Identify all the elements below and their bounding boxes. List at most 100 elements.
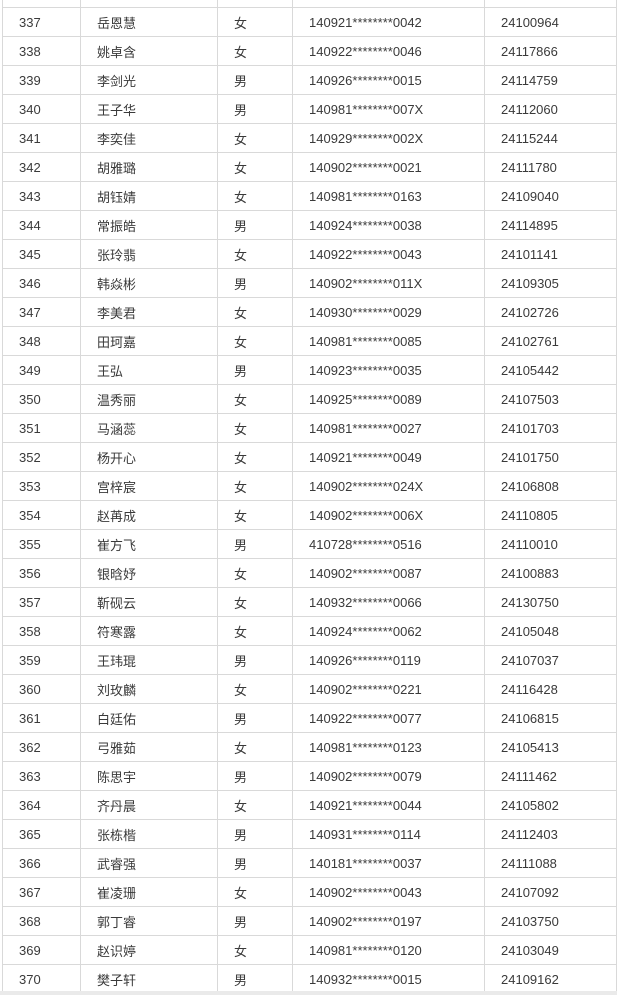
- exam-number-cell: 24116428: [484, 674, 617, 704]
- row-index-cell: 351: [2, 413, 81, 443]
- row-index-cell: 341: [2, 123, 81, 153]
- row-index-cell: 349: [2, 355, 81, 385]
- row-index-cell: 355: [2, 529, 81, 559]
- id-number-cell: 140921********0049: [292, 442, 485, 472]
- row-index-cell: 367: [2, 877, 81, 907]
- gender-cell: 女: [217, 587, 293, 617]
- gender-cell: 女: [217, 7, 293, 37]
- exam-number-cell: 24112060: [484, 94, 617, 124]
- exam-number-cell: 24100964: [484, 7, 617, 37]
- table-row: 369 赵识婷女 140981********0120 24103049: [2, 935, 617, 965]
- id-number-cell: 140902********0197: [292, 906, 485, 936]
- gender-cell: 女: [217, 877, 293, 907]
- id-number-cell: 140902********0043: [292, 877, 485, 907]
- exam-number-cell: 24107037: [484, 645, 617, 675]
- gender-cell: 女: [217, 384, 293, 414]
- name-cell: 张玲翡: [80, 239, 218, 269]
- id-number-cell: 140922********0046: [292, 36, 485, 66]
- id-number-cell: 140981********0163: [292, 181, 485, 211]
- row-index-cell: 353: [2, 471, 81, 501]
- table-row: 340 王子华男 140981********007X 24112060: [2, 94, 617, 124]
- id-number-cell: 140924********0062: [292, 616, 485, 646]
- exam-number-cell: 24102726: [484, 297, 617, 327]
- exam-number-cell: 24106815: [484, 703, 617, 733]
- id-number-cell: 140922********0043: [292, 239, 485, 269]
- row-index-cell: 363: [2, 761, 81, 791]
- exam-number-cell: 24111088: [484, 848, 617, 878]
- row-index-cell: 337: [2, 7, 81, 37]
- name-cell: 温秀丽: [80, 384, 218, 414]
- gender-cell: 女: [217, 442, 293, 472]
- id-number-cell: 140902********0087: [292, 558, 485, 588]
- exam-number-cell: 24109162: [484, 964, 617, 994]
- row-index-cell: 338: [2, 36, 81, 66]
- id-number-cell: 140929********002X: [292, 123, 485, 153]
- table-row: 350 温秀丽女 140925********0089 24107503: [2, 384, 617, 414]
- row-index-cell: 368: [2, 906, 81, 936]
- exam-number-cell: 24130750: [484, 587, 617, 617]
- name-cell: 刘玫麟: [80, 674, 218, 704]
- id-number-cell: 140932********0066: [292, 587, 485, 617]
- table-row-partial: [2, 0, 617, 8]
- gender-cell: 男: [217, 529, 293, 559]
- gender-cell: 男: [217, 761, 293, 791]
- row-index-cell: 352: [2, 442, 81, 472]
- id-number-cell: 140981********007X: [292, 94, 485, 124]
- exam-number-cell: 24105442: [484, 355, 617, 385]
- table-row: 365 张栋楷男 140931********0114 24112403: [2, 819, 617, 849]
- row-index-cell: 348: [2, 326, 81, 356]
- exam-number-cell: 24102761: [484, 326, 617, 356]
- name-cell: 靳砚云: [80, 587, 218, 617]
- name-cell: [80, 0, 218, 8]
- exam-number-cell: 24115244: [484, 123, 617, 153]
- table-row: 362 弓雅茹女 140981********0123 24105413: [2, 732, 617, 762]
- table-row: 341 李奕佳女 140929********002X 24115244: [2, 123, 617, 153]
- row-index-cell: 357: [2, 587, 81, 617]
- exam-number-cell: [484, 0, 617, 8]
- id-number-cell: 140981********0027: [292, 413, 485, 443]
- table-row: 367 崔凌珊女 140902********0043 24107092: [2, 877, 617, 907]
- gender-cell: 男: [217, 210, 293, 240]
- row-index-cell: 358: [2, 616, 81, 646]
- id-number-cell: 140930********0029: [292, 297, 485, 327]
- gender-cell: 男: [217, 355, 293, 385]
- name-cell: 银晗妤: [80, 558, 218, 588]
- row-index-cell: 350: [2, 384, 81, 414]
- exam-number-cell: 24101703: [484, 413, 617, 443]
- table-row: 343 胡钰婧女 140981********0163 24109040: [2, 181, 617, 211]
- table-row: 355 崔方飞男 410728********0516 24110010: [2, 529, 617, 559]
- table-row: 344 常振皓男 140924********0038 24114895: [2, 210, 617, 240]
- row-index-cell: 356: [2, 558, 81, 588]
- row-index-cell: 346: [2, 268, 81, 298]
- gender-cell: 男: [217, 703, 293, 733]
- gender-cell: 男: [217, 268, 293, 298]
- row-index-cell: 343: [2, 181, 81, 211]
- row-index-cell: 365: [2, 819, 81, 849]
- name-cell: 宫梓宸: [80, 471, 218, 501]
- id-number-cell: 140902********006X: [292, 500, 485, 530]
- row-index-cell: 344: [2, 210, 81, 240]
- row-index-cell: 361: [2, 703, 81, 733]
- table-row: 337 岳恩慧女 140921********0042 24100964: [2, 7, 617, 37]
- name-cell: 弓雅茹: [80, 732, 218, 762]
- table-row: 346 韩焱彬男 140902********011X 24109305: [2, 268, 617, 298]
- name-cell: 张栋楷: [80, 819, 218, 849]
- id-number-cell: [292, 0, 485, 8]
- exam-number-cell: 24100883: [484, 558, 617, 588]
- table-row: 342 胡雅璐女 140902********0021 24111780: [2, 152, 617, 182]
- exam-number-cell: 24109305: [484, 268, 617, 298]
- id-number-cell: 140923********0035: [292, 355, 485, 385]
- exam-number-cell: 24107503: [484, 384, 617, 414]
- exam-number-cell: 24105802: [484, 790, 617, 820]
- gender-cell: 女: [217, 732, 293, 762]
- exam-number-cell: 24109040: [484, 181, 617, 211]
- table-row: 357 靳砚云女 140932********0066 24130750: [2, 587, 617, 617]
- gender-cell: 男: [217, 848, 293, 878]
- exam-number-cell: 24114759: [484, 65, 617, 95]
- table-row: 354 赵苒成女 140902********006X 24110805: [2, 500, 617, 530]
- id-number-cell: 140921********0044: [292, 790, 485, 820]
- name-cell: 陈思宇: [80, 761, 218, 791]
- row-index-cell: 354: [2, 500, 81, 530]
- exam-number-cell: 24110010: [484, 529, 617, 559]
